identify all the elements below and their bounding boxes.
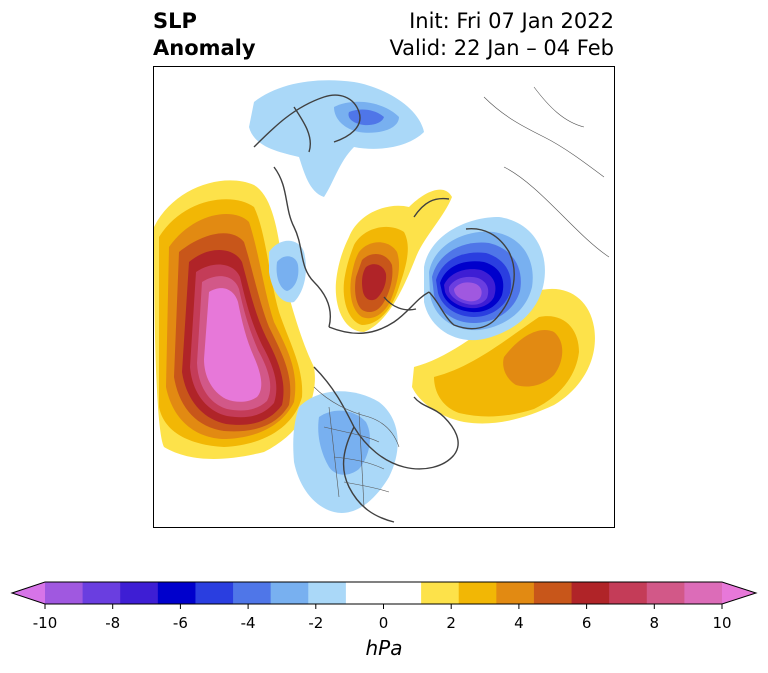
colorbar-segment: [496, 582, 535, 604]
colorbar-segment: [609, 582, 648, 604]
colorbar-tick-label: -2: [308, 614, 324, 632]
colorbar-segment: [684, 582, 723, 604]
colorbar-extend-max: [722, 582, 756, 604]
colorbar-segment: [45, 582, 84, 604]
colorbar-tick-label: -6: [172, 614, 188, 632]
colorbar-segment: [308, 582, 347, 604]
colorbar-segment: [345, 582, 384, 604]
colorbar-segment: [82, 582, 121, 604]
colorbar-segment: [233, 582, 272, 604]
positive-anomaly-pacific: [154, 180, 315, 459]
colorbar-tick-label: 10: [712, 614, 732, 632]
colorbar-segment: [458, 582, 497, 604]
colorbar: [10, 581, 758, 609]
colorbar-segment: [157, 582, 196, 604]
political-borders: [313, 86, 610, 508]
positive-anomaly-atlantic: [412, 288, 595, 424]
map-canvas: [154, 80, 610, 523]
colorbar-tick-label: -4: [240, 614, 256, 632]
negative-anomaly-low: [424, 217, 545, 341]
colorbar-tick-label: 6: [581, 614, 592, 632]
colorbar-extend-min: [12, 582, 45, 604]
colorbar-tick-label: 4: [514, 614, 524, 632]
colorbar-segment: [571, 582, 610, 604]
forecast-dates: Init: Fri 07 Jan 2022 Valid: 22 Jan – 04…: [389, 8, 614, 62]
coastlines: [253, 94, 515, 523]
colorbar-segment: [646, 582, 685, 604]
colorbar-segment: [195, 582, 234, 604]
colorbar-segment: [421, 582, 460, 604]
colorbar-segment: [120, 582, 159, 604]
colorbar-tick-label: 8: [649, 614, 660, 632]
colorbar-segment: [533, 582, 573, 604]
colorbar-segment: [383, 582, 422, 604]
negative-anomaly-arctic: [249, 80, 424, 303]
colorbar-tick-label: -8: [105, 614, 121, 632]
colorbar-segment: [270, 582, 309, 604]
colorbar-tick-label: 0: [378, 614, 389, 632]
valid-range: Valid: 22 Jan – 04 Feb: [389, 36, 614, 60]
title-variable: SLP: [153, 9, 197, 33]
colorbar-unit-label: hPa: [365, 636, 403, 660]
slp-anomaly-map: [153, 66, 615, 528]
map-title: SLP Anomaly: [153, 8, 256, 62]
colorbar-tick-label: -10: [32, 614, 58, 632]
title-subtitle: Anomaly: [153, 36, 256, 60]
init-date: Init: Fri 07 Jan 2022: [409, 9, 614, 33]
colorbar-tick-label: 2: [446, 614, 456, 632]
